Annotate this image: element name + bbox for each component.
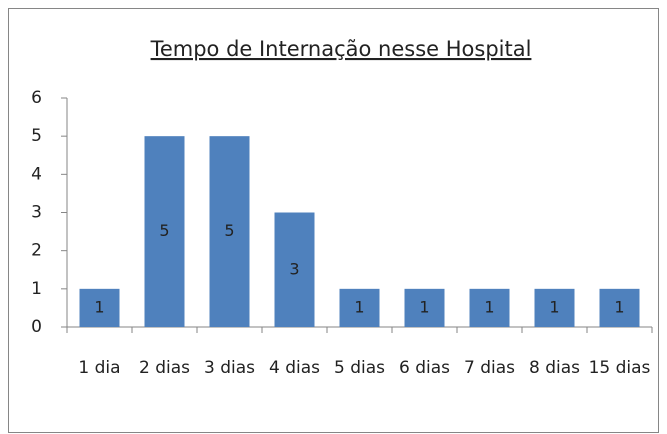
bar	[79, 288, 120, 327]
x-tick-label: 15 dias	[589, 358, 651, 378]
x-tick-label: 5 dias	[334, 358, 385, 378]
x-tick-label: 6 dias	[399, 358, 450, 378]
bar	[144, 136, 185, 327]
data-label: 5	[224, 221, 234, 240]
bar	[339, 288, 380, 327]
y-tick-label: 0	[31, 317, 42, 337]
data-label: 1	[484, 297, 494, 316]
bar	[209, 136, 250, 327]
bar	[404, 288, 445, 327]
x-tick-label: 3 dias	[204, 358, 255, 378]
bar	[599, 288, 640, 327]
x-tick-label: 8 dias	[529, 358, 580, 378]
data-label: 3	[289, 259, 299, 278]
data-label: 1	[614, 297, 624, 316]
y-tick-label: 3	[31, 203, 42, 223]
bar	[469, 288, 510, 327]
data-label: 1	[94, 297, 104, 316]
data-label: 1	[419, 297, 429, 316]
y-tick-label: 5	[31, 126, 42, 146]
x-tick-label: 4 dias	[269, 358, 320, 378]
x-tick-label: 7 dias	[464, 358, 515, 378]
data-label: 1	[354, 297, 364, 316]
y-tick-label: 4	[31, 164, 42, 184]
chart-title: Tempo de Internação nesse Hospital	[150, 37, 532, 61]
data-label: 1	[549, 297, 559, 316]
bar	[534, 288, 575, 327]
chart-border	[8, 8, 659, 433]
y-tick-label: 2	[31, 241, 42, 261]
bar	[274, 212, 315, 327]
y-tick-label: 1	[31, 279, 42, 299]
x-tick-label: 2 dias	[139, 358, 190, 378]
x-tick-label: 1 dia	[78, 358, 120, 378]
y-tick-label: 6	[31, 88, 42, 108]
data-label: 5	[159, 221, 169, 240]
